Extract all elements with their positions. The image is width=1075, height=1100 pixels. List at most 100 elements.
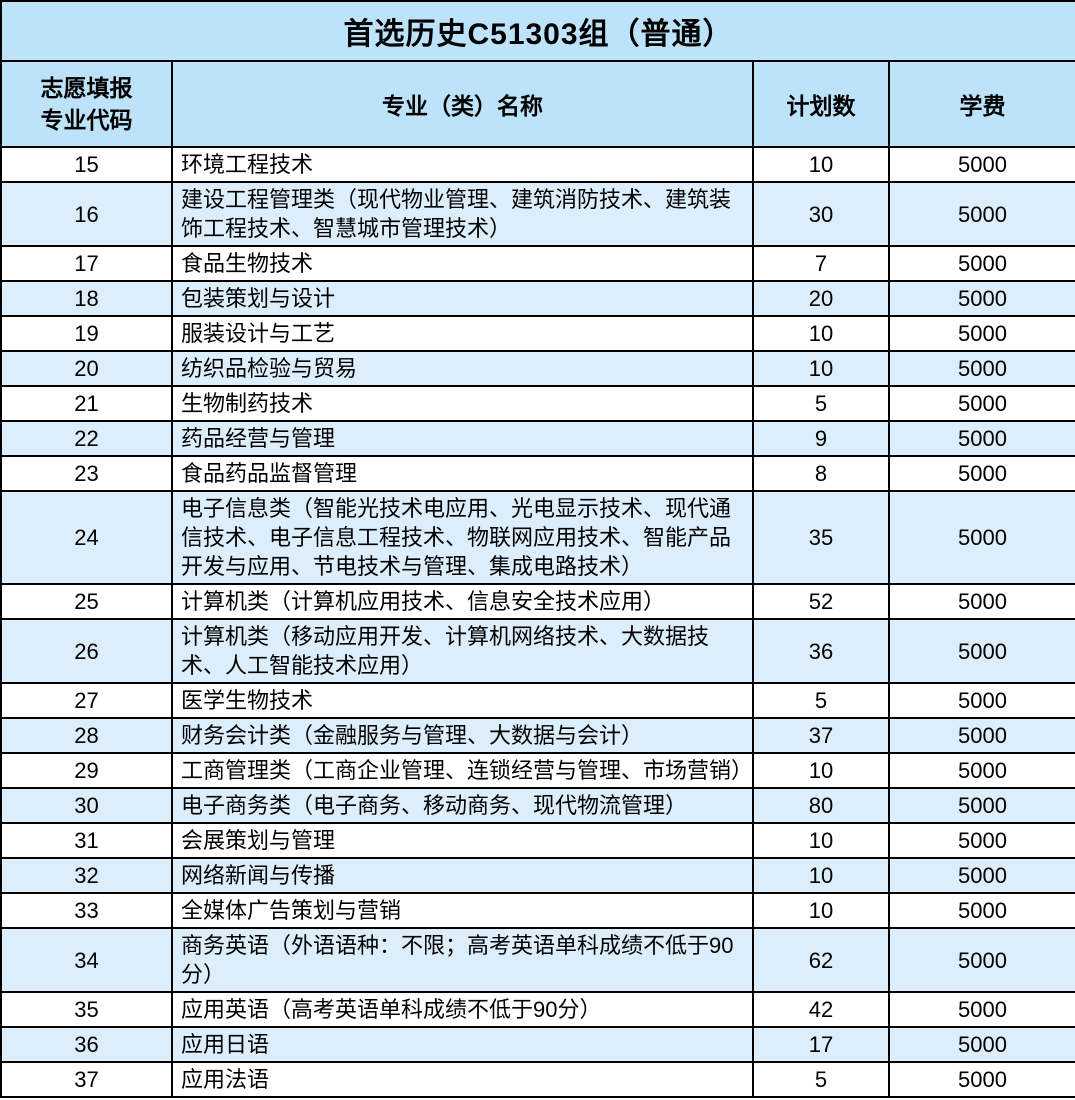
name-cell: 电子信息类（智能光技术电应用、光电显示技术、现代通信技术、电子信息工程技术、物联… xyxy=(171,490,754,585)
plan-cell: 10 xyxy=(752,146,890,183)
code-cell: 23 xyxy=(0,455,173,492)
table-row: 24 电子信息类（智能光技术电应用、光电显示技术、现代通信技术、电子信息工程技术、… xyxy=(0,490,1075,585)
plan-cell: 10 xyxy=(752,822,890,859)
fee-cell: 5000 xyxy=(887,991,1075,1028)
code-cell: 29 xyxy=(0,752,173,789)
header-name-column: 专业（类）名称 xyxy=(171,60,754,148)
code-cell: 35 xyxy=(0,991,173,1028)
table-row: 19 服装设计与工艺 10 5000 xyxy=(0,315,1075,352)
code-cell: 19 xyxy=(0,315,173,352)
code-cell: 28 xyxy=(0,717,173,754)
name-cell: 应用英语（高考英语单科成绩不低于90分） xyxy=(171,991,754,1028)
plan-cell: 10 xyxy=(752,350,890,387)
name-cell: 医学生物技术 xyxy=(171,682,754,719)
code-cell: 15 xyxy=(0,146,173,183)
name-cell: 建设工程管理类（现代物业管理、建筑消防技术、建筑装饰工程技术、智慧城市管理技术） xyxy=(171,181,754,247)
name-cell: 应用法语 xyxy=(171,1061,754,1098)
code-cell: 36 xyxy=(0,1026,173,1063)
fee-cell: 5000 xyxy=(887,350,1075,387)
fee-cell: 5000 xyxy=(887,583,1075,620)
fee-cell: 5000 xyxy=(887,181,1075,247)
name-cell: 会展策划与管理 xyxy=(171,822,754,859)
plan-table-body: 15 环境工程技术 10 5000 16 建设工程管理类（现代物业管理、建筑消防技术、建筑… xyxy=(0,146,1075,1098)
table-row: 32 网络新闻与传播 10 5000 xyxy=(0,857,1075,894)
code-cell: 20 xyxy=(0,350,173,387)
table-row: 25 计算机类（计算机应用技术、信息安全技术应用） 52 5000 xyxy=(0,583,1075,620)
plan-cell: 42 xyxy=(752,991,890,1028)
code-cell: 22 xyxy=(0,420,173,457)
code-cell: 31 xyxy=(0,822,173,859)
plan-cell: 10 xyxy=(752,892,890,929)
fee-cell: 5000 xyxy=(887,752,1075,789)
code-cell: 18 xyxy=(0,280,173,317)
fee-cell: 5000 xyxy=(887,315,1075,352)
header-code-line2: 专业代码 xyxy=(40,107,133,133)
table-row: 28 财务会计类（金融服务与管理、大数据与会计） 37 5000 xyxy=(0,717,1075,754)
plan-cell: 10 xyxy=(752,857,890,894)
plan-cell: 10 xyxy=(752,752,890,789)
name-cell: 全媒体广告策划与营销 xyxy=(171,892,754,929)
code-cell: 26 xyxy=(0,618,173,684)
header-fee-column: 学费 xyxy=(887,60,1075,148)
name-cell: 财务会计类（金融服务与管理、大数据与会计） xyxy=(171,717,754,754)
table-title: 首选历史C51303组（普通） xyxy=(0,0,1075,62)
code-cell: 25 xyxy=(0,583,173,620)
fee-cell: 5000 xyxy=(887,385,1075,422)
code-cell: 16 xyxy=(0,181,173,247)
plan-cell: 37 xyxy=(752,717,890,754)
plan-cell: 5 xyxy=(752,385,890,422)
fee-cell: 5000 xyxy=(887,618,1075,684)
table-title-row: 首选历史C51303组（普通） xyxy=(0,0,1075,62)
fee-cell: 5000 xyxy=(887,822,1075,859)
table-row: 27 医学生物技术 5 5000 xyxy=(0,682,1075,719)
table-row: 15 环境工程技术 10 5000 xyxy=(0,146,1075,183)
plan-cell: 5 xyxy=(752,1061,890,1098)
fee-cell: 5000 xyxy=(887,1026,1075,1063)
table-row: 26 计算机类（移动应用开发、计算机网络技术、大数据技术、人工智能技术应用） 36 5… xyxy=(0,618,1075,684)
name-cell: 商务英语（外语语种：不限；高考英语单科成绩不低于90分） xyxy=(171,927,754,993)
table-row: 17 食品生物技术 7 5000 xyxy=(0,245,1075,282)
code-cell: 37 xyxy=(0,1061,173,1098)
code-cell: 30 xyxy=(0,787,173,824)
plan-cell: 17 xyxy=(752,1026,890,1063)
fee-cell: 5000 xyxy=(887,1061,1075,1098)
fee-cell: 5000 xyxy=(887,420,1075,457)
table-row: 20 纺织品检验与贸易 10 5000 xyxy=(0,350,1075,387)
name-cell: 生物制药技术 xyxy=(171,385,754,422)
fee-cell: 5000 xyxy=(887,892,1075,929)
name-cell: 应用日语 xyxy=(171,1026,754,1063)
table-row: 34 商务英语（外语语种：不限；高考英语单科成绩不低于90分） 62 5000 xyxy=(0,927,1075,993)
table-row: 16 建设工程管理类（现代物业管理、建筑消防技术、建筑装饰工程技术、智慧城市管理技… xyxy=(0,181,1075,247)
code-cell: 32 xyxy=(0,857,173,894)
fee-cell: 5000 xyxy=(887,490,1075,585)
table-row: 23 食品药品监督管理 8 5000 xyxy=(0,455,1075,492)
plan-cell: 10 xyxy=(752,315,890,352)
table-row: 35 应用英语（高考英语单科成绩不低于90分） 42 5000 xyxy=(0,991,1075,1028)
table-row: 36 应用日语 17 5000 xyxy=(0,1026,1075,1063)
fee-cell: 5000 xyxy=(887,455,1075,492)
name-cell: 药品经营与管理 xyxy=(171,420,754,457)
code-cell: 34 xyxy=(0,927,173,993)
fee-cell: 5000 xyxy=(887,280,1075,317)
name-cell: 工商管理类（工商企业管理、连锁经营与管理、市场营销） xyxy=(171,752,754,789)
plan-cell: 35 xyxy=(752,490,890,585)
plan-cell: 5 xyxy=(752,682,890,719)
plan-cell: 62 xyxy=(752,927,890,993)
plan-cell: 30 xyxy=(752,181,890,247)
code-cell: 33 xyxy=(0,892,173,929)
name-cell: 服装设计与工艺 xyxy=(171,315,754,352)
fee-cell: 5000 xyxy=(887,682,1075,719)
name-cell: 网络新闻与传播 xyxy=(171,857,754,894)
header-code-line1: 志愿填报 xyxy=(40,75,133,101)
name-cell: 纺织品检验与贸易 xyxy=(171,350,754,387)
code-cell: 17 xyxy=(0,245,173,282)
name-cell: 计算机类（移动应用开发、计算机网络技术、大数据技术、人工智能技术应用） xyxy=(171,618,754,684)
fee-cell: 5000 xyxy=(887,857,1075,894)
name-cell: 计算机类（计算机应用技术、信息安全技术应用） xyxy=(171,583,754,620)
table-row: 22 药品经营与管理 9 5000 xyxy=(0,420,1075,457)
table-row: 30 电子商务类（电子商务、移动商务、现代物流管理） 80 5000 xyxy=(0,787,1075,824)
plan-cell: 8 xyxy=(752,455,890,492)
plan-cell: 20 xyxy=(752,280,890,317)
plan-cell: 52 xyxy=(752,583,890,620)
